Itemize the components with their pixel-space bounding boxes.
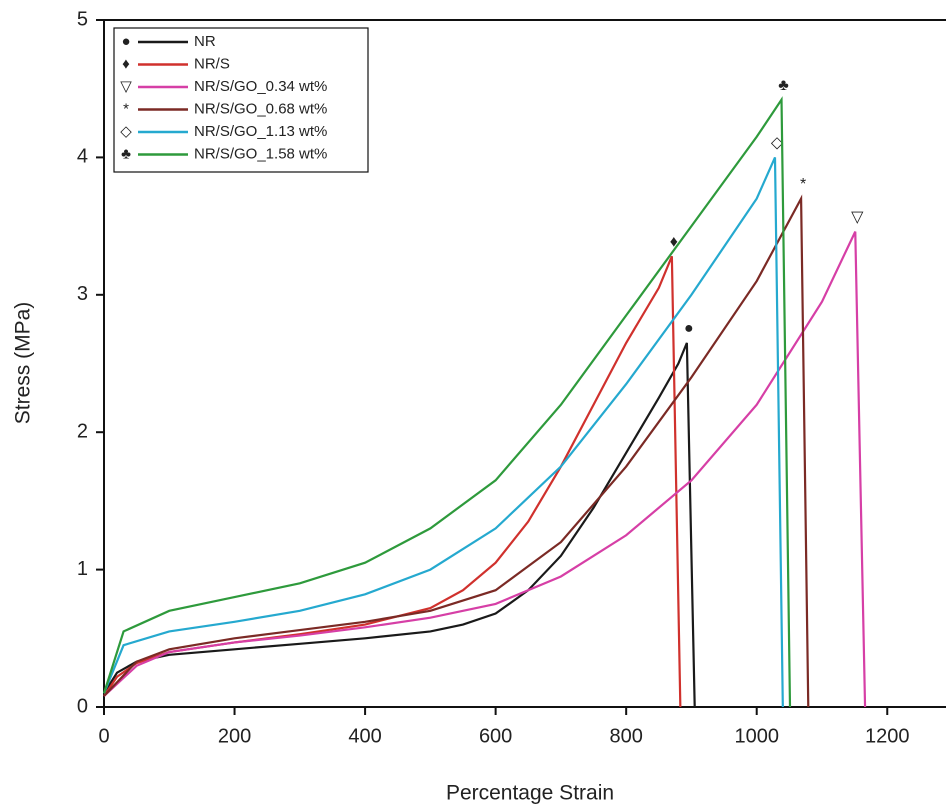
legend-label: NR/S/GO_0.68 wt% [194,100,327,117]
legend-label: NR/S [194,55,230,72]
series-line [103,231,867,708]
x-tick-label: 0 [98,725,109,747]
series-line [103,255,682,708]
y-tick-label: 3 [77,283,88,305]
legend-marker: ♦ [122,55,130,72]
y-tick-label: 4 [77,146,88,168]
legend-marker: ♣ [121,145,131,162]
y-tick-label: 2 [77,420,88,442]
legend-label: NR/S/GO_0.34 wt% [194,78,327,95]
y-tick-label: 0 [77,695,88,717]
series-line [103,342,696,708]
x-tick-label: 1000 [734,725,779,747]
peak-marker: ◇ [771,135,784,152]
series-line [102,96,792,708]
x-tick-label: 1200 [865,725,910,747]
legend-label: NR/S/GO_1.58 wt% [194,145,327,162]
peak-marker: ♦ [670,234,678,251]
legend-label: NR/S/GO_1.13 wt% [194,123,327,140]
peak-marker: ● [684,320,694,337]
x-axis-title: Percentage Strain [446,782,614,805]
x-tick-label: 600 [479,725,512,747]
legend-marker: * [123,100,129,117]
x-tick-label: 800 [609,725,642,747]
peak-marker: ▽ [851,209,864,226]
peak-marker: * [800,176,806,193]
y-tick-label: 1 [77,558,88,580]
y-tick-label: 5 [77,8,88,30]
x-tick-label: 400 [348,725,381,747]
legend-marker: ◇ [120,123,132,140]
x-tick-label: 200 [218,725,251,747]
series-line [103,194,810,708]
legend-box [113,27,369,173]
legend-label: NR [194,33,216,50]
peak-marker: ♣ [778,77,789,94]
y-axis-title: Stress (MPa) [12,302,35,425]
series-line [102,156,784,708]
legend-marker: ▽ [120,78,132,95]
legend-marker: ● [121,33,130,50]
